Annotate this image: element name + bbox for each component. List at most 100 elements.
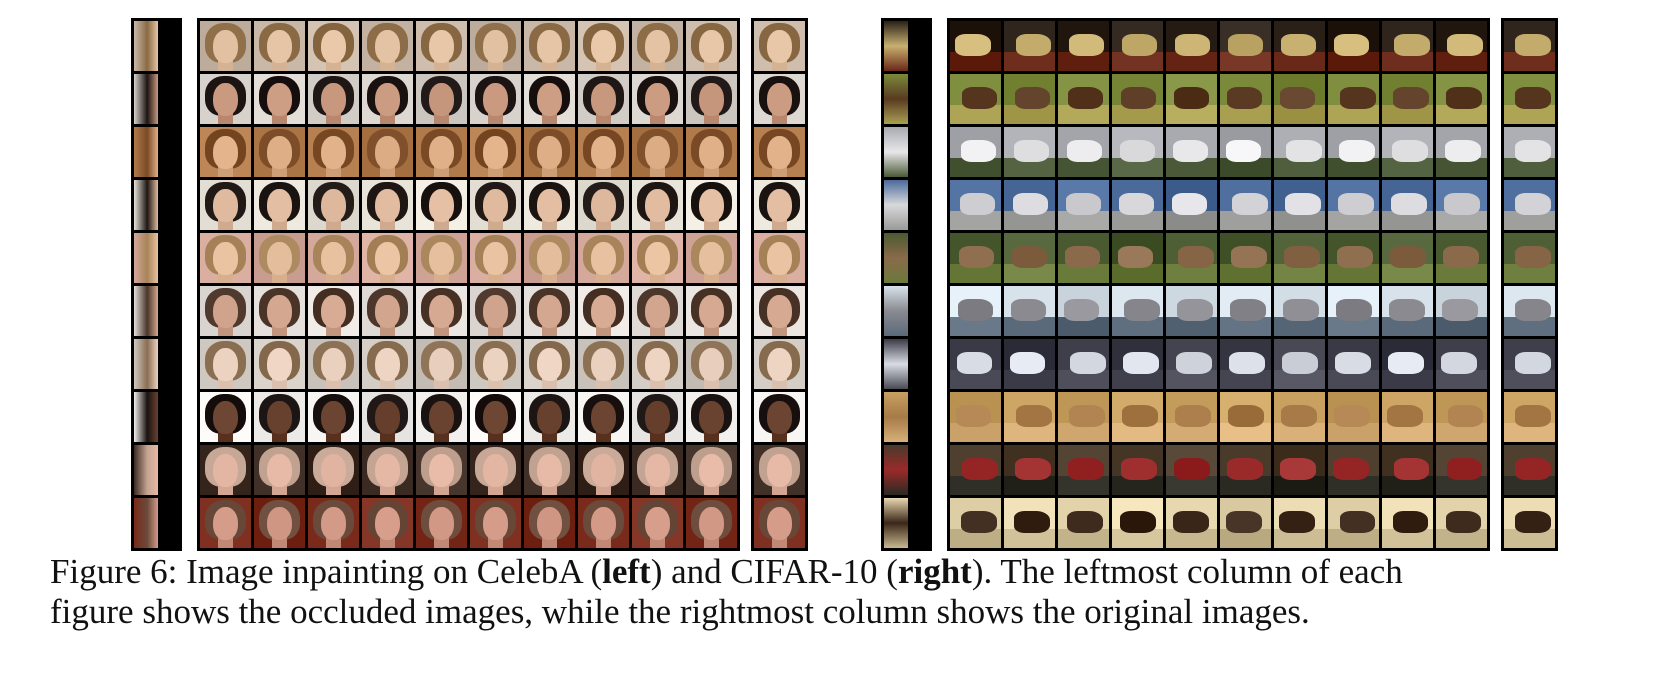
cifar-thumbnail [1274, 74, 1325, 124]
cifar-thumbnail [1274, 21, 1325, 71]
celeba-occluded-column [131, 18, 182, 551]
face-thumbnail [578, 392, 629, 442]
original-thumbnail [754, 21, 805, 71]
cifar-thumbnail [1436, 286, 1487, 336]
cifar-thumbnail [950, 127, 1001, 177]
cifar-thumbnail [1436, 21, 1487, 71]
occluded-thumbnail [134, 339, 179, 389]
face-thumbnail [416, 180, 467, 230]
cifar-thumbnail [1274, 127, 1325, 177]
cifar-thumbnail [950, 74, 1001, 124]
face-thumbnail [578, 233, 629, 283]
cifar-thumbnail [1112, 180, 1163, 230]
occluded-thumbnail [134, 445, 179, 495]
celeba-original-column [751, 18, 808, 551]
cifar-thumbnail [1004, 21, 1055, 71]
face-thumbnail [578, 445, 629, 495]
face-thumbnail [578, 180, 629, 230]
original-thumbnail [1504, 498, 1555, 548]
face-thumbnail [470, 339, 521, 389]
cifar-thumbnail [1220, 392, 1271, 442]
cifar10-occluded-column [881, 18, 932, 551]
cifar-thumbnail [1382, 339, 1433, 389]
face-thumbnail [524, 127, 575, 177]
cifar-thumbnail [1382, 180, 1433, 230]
face-thumbnail [686, 21, 737, 71]
face-thumbnail [200, 180, 251, 230]
face-thumbnail [362, 233, 413, 283]
face-thumbnail [686, 498, 737, 548]
face-thumbnail [524, 233, 575, 283]
cifar-thumbnail [1382, 392, 1433, 442]
cifar-thumbnail [1328, 21, 1379, 71]
cifar-thumbnail [1328, 339, 1379, 389]
cifar-thumbnail [1004, 180, 1055, 230]
occluded-thumbnail [134, 392, 179, 442]
face-thumbnail [632, 180, 683, 230]
cifar-thumbnail [1058, 498, 1109, 548]
face-thumbnail [470, 21, 521, 71]
face-thumbnail [470, 127, 521, 177]
cifar-thumbnail [1328, 233, 1379, 283]
face-thumbnail [524, 286, 575, 336]
face-thumbnail [632, 127, 683, 177]
face-thumbnail [362, 286, 413, 336]
cifar-thumbnail [1166, 339, 1217, 389]
cifar-thumbnail [1004, 127, 1055, 177]
face-thumbnail [632, 392, 683, 442]
occluded-thumbnail [884, 21, 929, 71]
cifar-thumbnail [1004, 233, 1055, 283]
cifar10-samples-grid [947, 18, 1490, 551]
occluded-thumbnail [884, 286, 929, 336]
caption-left-bold: left [602, 552, 651, 591]
face-thumbnail [362, 21, 413, 71]
cifar-thumbnail [1436, 392, 1487, 442]
cifar-thumbnail [1166, 498, 1217, 548]
face-thumbnail [254, 74, 305, 124]
face-thumbnail [200, 74, 251, 124]
occluded-thumbnail [134, 21, 179, 71]
original-thumbnail [754, 339, 805, 389]
cifar-thumbnail [1220, 21, 1271, 71]
face-thumbnail [416, 445, 467, 495]
cifar-thumbnail [1328, 392, 1379, 442]
cifar-thumbnail [1058, 74, 1109, 124]
cifar-thumbnail [1382, 286, 1433, 336]
cifar-thumbnail [1274, 445, 1325, 495]
cifar-thumbnail [1436, 445, 1487, 495]
occluded-thumbnail [134, 233, 179, 283]
face-thumbnail [416, 392, 467, 442]
cifar-thumbnail [1274, 286, 1325, 336]
face-thumbnail [200, 339, 251, 389]
original-thumbnail [1504, 286, 1555, 336]
cifar-thumbnail [1436, 498, 1487, 548]
cifar-thumbnail [1112, 233, 1163, 283]
original-thumbnail [754, 127, 805, 177]
occluded-thumbnail [884, 74, 929, 124]
cifar-thumbnail [1004, 392, 1055, 442]
cifar-thumbnail [1058, 392, 1109, 442]
face-thumbnail [578, 21, 629, 71]
occluded-thumbnail [134, 127, 179, 177]
face-thumbnail [524, 74, 575, 124]
face-thumbnail [254, 445, 305, 495]
cifar-thumbnail [1004, 74, 1055, 124]
occluded-thumbnail [884, 233, 929, 283]
original-thumbnail [754, 445, 805, 495]
face-thumbnail [308, 339, 359, 389]
cifar-thumbnail [1436, 233, 1487, 283]
cifar-thumbnail [1382, 127, 1433, 177]
original-thumbnail [754, 180, 805, 230]
cifar-thumbnail [1382, 74, 1433, 124]
cifar-thumbnail [1328, 74, 1379, 124]
cifar-thumbnail [1274, 498, 1325, 548]
cifar-thumbnail [1004, 286, 1055, 336]
face-thumbnail [470, 498, 521, 548]
face-thumbnail [308, 180, 359, 230]
cifar-thumbnail [1058, 180, 1109, 230]
original-thumbnail [754, 74, 805, 124]
face-thumbnail [686, 233, 737, 283]
cifar-thumbnail [1112, 127, 1163, 177]
face-thumbnail [470, 74, 521, 124]
face-thumbnail [632, 74, 683, 124]
